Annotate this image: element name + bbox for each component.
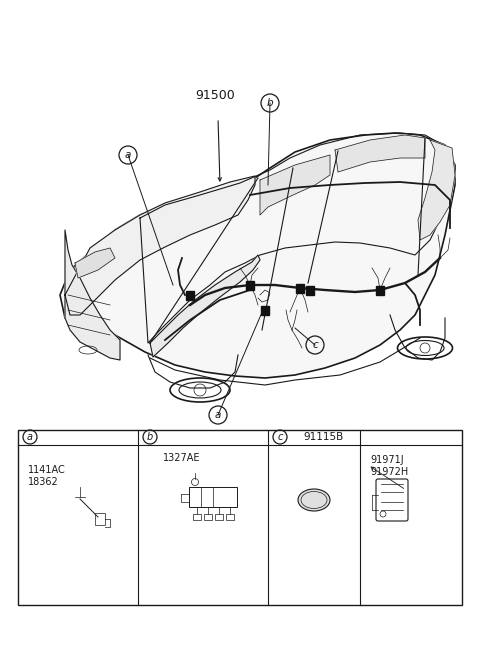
Text: a: a — [125, 150, 131, 160]
Text: 91115B: 91115B — [304, 432, 344, 442]
Polygon shape — [75, 248, 115, 278]
Polygon shape — [65, 176, 255, 315]
Text: a: a — [215, 410, 221, 420]
Text: 91971J: 91971J — [370, 455, 404, 465]
Bar — [186, 291, 194, 300]
Bar — [18, 430, 462, 605]
Text: b: b — [147, 432, 153, 442]
Bar — [189, 487, 237, 507]
Bar — [306, 286, 314, 295]
Bar — [261, 306, 269, 315]
Text: a: a — [27, 432, 33, 442]
Text: b: b — [267, 98, 273, 108]
Text: c: c — [312, 340, 318, 350]
Polygon shape — [335, 135, 425, 172]
Polygon shape — [65, 230, 120, 360]
Bar — [204, 514, 212, 520]
Bar — [215, 514, 223, 520]
Text: 91972H: 91972H — [370, 467, 408, 477]
Bar — [95, 513, 105, 525]
Text: 91500: 91500 — [195, 89, 235, 102]
Text: c: c — [277, 432, 283, 442]
Bar — [246, 281, 254, 290]
Text: 1141AC: 1141AC — [28, 465, 66, 475]
Bar — [226, 514, 234, 520]
Polygon shape — [260, 155, 330, 215]
Polygon shape — [418, 140, 455, 240]
Polygon shape — [150, 255, 260, 357]
Polygon shape — [60, 133, 455, 378]
Text: 18362: 18362 — [28, 477, 59, 487]
Ellipse shape — [298, 489, 330, 511]
Bar — [376, 286, 384, 295]
Bar — [193, 514, 201, 520]
Text: 1327AE: 1327AE — [163, 453, 201, 463]
Bar — [296, 284, 304, 293]
